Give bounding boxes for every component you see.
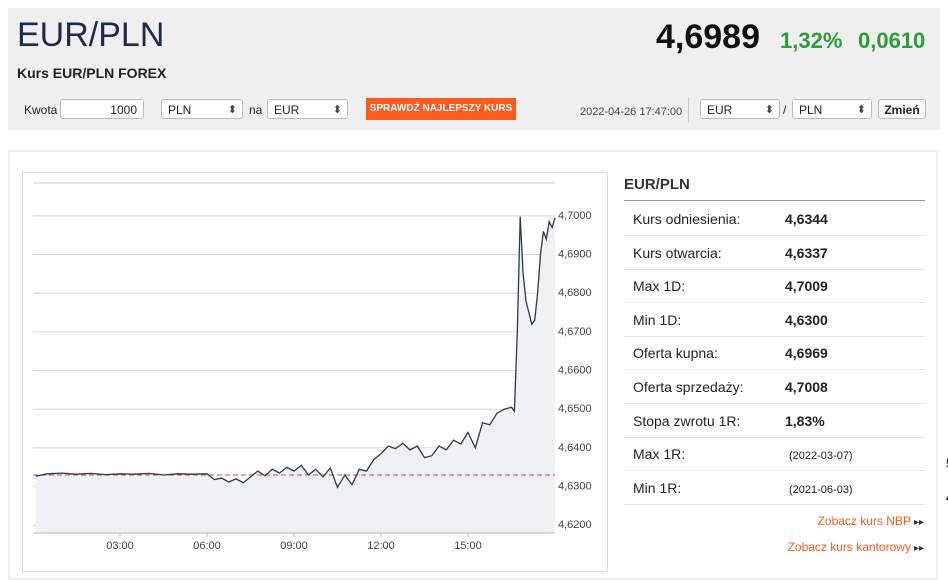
y-tick-label: 4,6900: [558, 248, 592, 260]
stats-rule: [624, 200, 925, 201]
stat-label: Stopa zwrotu 1R:: [633, 412, 741, 429]
stat-value: 4,7008: [785, 379, 828, 395]
price-line: [35, 216, 556, 489]
exchange-link[interactable]: Zobacz kurs kantorowy: [788, 540, 924, 554]
stats-row: Min 1D: 4,6300: [624, 303, 925, 337]
change-pct: 1,32%: [780, 28, 843, 53]
amount-label: Kwota: [24, 103, 58, 117]
amount-input[interactable]: 1000: [60, 99, 144, 119]
stats-row: Max 1R: 5,0002 (2022-03-07): [624, 437, 948, 472]
stats-row: Stopa zwrotu 1R: 1,83%: [624, 404, 925, 438]
change: 0,0610: [858, 28, 926, 53]
to-select[interactable]: EUR: [267, 99, 348, 120]
pair-to-select[interactable]: PLN: [792, 99, 872, 120]
stat-label: Max 1R:: [633, 446, 686, 463]
from-select[interactable]: PLN: [161, 99, 243, 120]
x-tick-label: 03:00: [106, 540, 134, 552]
stat-value: 4,6337: [785, 244, 828, 261]
stat-label: Min 1R:: [633, 479, 682, 496]
stat-date: (2022-03-07): [789, 450, 853, 463]
pair-separator: /: [783, 103, 787, 117]
stat-value: 4,6300: [785, 311, 828, 328]
stats-row: Min 1R: 4,4471 (2021-06-03): [624, 471, 948, 505]
stat-value: 4,6344: [785, 211, 828, 227]
y-tick-label: 4,6500: [558, 403, 592, 415]
subtitle: Kurs EUR/PLN FOREX: [17, 65, 167, 81]
y-tick-label: 4,6300: [558, 480, 592, 492]
y-tick-label: 4,6600: [558, 364, 592, 376]
stat-label: Oferta kupna:: [633, 345, 718, 362]
stats-row: Kurs otwarcia: 4,6337: [624, 236, 925, 270]
stat-date: (2021-06-03): [789, 483, 853, 496]
stat-label: Max 1D:: [633, 278, 686, 295]
y-tick-label: 4,6800: [558, 287, 592, 299]
area: [35, 216, 555, 533]
x-tick-label: 15:00: [454, 540, 482, 552]
timestamp: 2022-04-26 17:47:00: [580, 106, 683, 118]
y-tick-label: 4,6200: [558, 519, 592, 531]
stat-label: Min 1D:: [633, 311, 682, 328]
stat-value: 4,6969: [785, 345, 828, 362]
stats-row: Oferta kupna: 4,6969: [624, 336, 925, 371]
stat-value-group: 4,4471 (2021-06-03): [785, 480, 948, 505]
stat-value: 1,83%: [785, 412, 825, 429]
x-tick-label: 09:00: [280, 540, 308, 552]
na-label: na: [249, 103, 263, 117]
stat-value: 5,0002: [946, 455, 948, 471]
x-tick-label: 06:00: [193, 540, 221, 552]
stat-value: 4,4471: [946, 489, 948, 505]
divider: [688, 97, 689, 123]
y-tick-label: 4,6400: [558, 442, 592, 454]
stats-row: Oferta sprzedaży: 4,7008: [624, 370, 925, 404]
y-tick-label: 4,6700: [558, 326, 592, 338]
stat-label: Kurs otwarcia:: [633, 244, 722, 261]
y-tick-label: 4,7000: [558, 210, 592, 222]
stat-value-group: 5,0002 (2022-03-07): [785, 446, 948, 471]
nbp-link[interactable]: Zobacz kurs NBP: [818, 514, 924, 528]
pair-from-select[interactable]: EUR: [700, 99, 780, 120]
price: 4,6989: [656, 18, 760, 56]
stat-value: 4,7009: [785, 278, 828, 295]
x-tick-label: 12:00: [367, 540, 395, 552]
pair-title: EUR/PLN: [17, 16, 165, 54]
stats-title: EUR/PLN: [624, 176, 690, 193]
stat-label: Oferta sprzedaży:: [633, 379, 744, 395]
stats-row: Max 1D: 4,7009: [624, 269, 925, 304]
best-rate-button[interactable]: SPRAWDŹ NAJLEPSZY KURS: [366, 98, 516, 120]
stats-row: Kurs odniesienia: 4,6344: [624, 202, 925, 236]
change-button[interactable]: Zmień: [878, 99, 926, 119]
stat-label: Kurs odniesienia:: [633, 211, 741, 227]
